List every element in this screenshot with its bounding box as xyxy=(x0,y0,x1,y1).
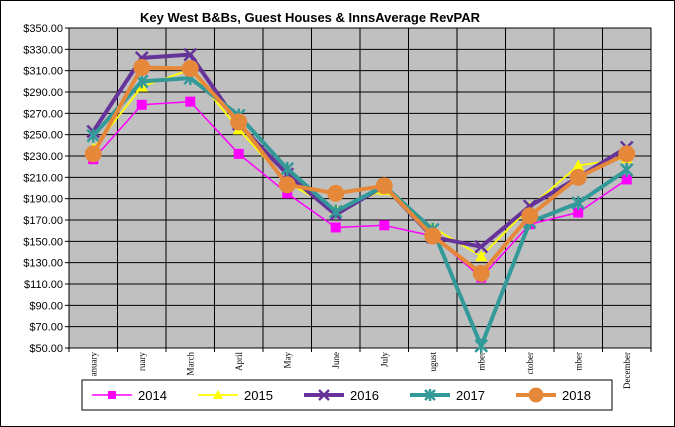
series-2017 xyxy=(86,71,634,353)
y-tick-label: $350.00 xyxy=(23,23,63,35)
y-tick-label: $70.00 xyxy=(29,322,63,334)
data-point xyxy=(571,195,586,210)
data-point xyxy=(619,162,634,177)
y-tick-label: $270.00 xyxy=(23,108,63,120)
data-point xyxy=(282,188,293,199)
data-point xyxy=(621,174,632,185)
x-tick-label: mber xyxy=(573,352,583,371)
legend-label: 2016 xyxy=(350,388,379,403)
data-point xyxy=(185,96,196,107)
data-point xyxy=(136,99,147,110)
data-point xyxy=(472,264,490,282)
x-tick-label: December xyxy=(622,352,632,389)
y-tick-label: $250.00 xyxy=(23,130,63,142)
series-line-2017 xyxy=(91,76,628,348)
legend-marker xyxy=(108,391,116,399)
data-point xyxy=(379,220,390,231)
y-tick-label: $190.00 xyxy=(23,194,63,206)
legend-item-2018: 2018 xyxy=(516,387,591,403)
data-point xyxy=(84,145,102,163)
legend-label: 2014 xyxy=(138,388,167,403)
legend-marker xyxy=(528,387,544,403)
data-point xyxy=(475,250,488,262)
data-point xyxy=(280,161,295,176)
data-point xyxy=(572,159,585,171)
data-point xyxy=(330,222,341,233)
legend-label: 2018 xyxy=(562,388,591,403)
y-tick-label: $110.00 xyxy=(24,279,63,291)
data-point xyxy=(375,177,393,195)
legend-label: 2015 xyxy=(244,388,273,403)
y-tick-label: $90.00 xyxy=(29,300,63,312)
series-2018 xyxy=(84,58,636,282)
data-point xyxy=(474,239,489,254)
x-tick-label: April xyxy=(234,352,244,371)
gridlines xyxy=(68,27,652,349)
legend-item-2016: 2016 xyxy=(304,388,379,403)
data-point xyxy=(521,207,539,225)
series-line-2014 xyxy=(92,100,628,279)
data-point xyxy=(181,60,199,78)
x-tick-label: ctober xyxy=(525,352,535,375)
y-tick-label: $170.00 xyxy=(23,215,63,227)
data-point xyxy=(328,204,343,219)
data-point xyxy=(86,128,101,143)
legend-marker xyxy=(213,390,223,399)
x-tick-label: July xyxy=(379,352,389,368)
data-point xyxy=(133,58,151,76)
data-point xyxy=(424,227,442,245)
x-tick-label: anuary xyxy=(88,352,98,377)
y-tick-label: $210.00 xyxy=(23,172,63,184)
data-point xyxy=(573,207,584,218)
x-tick-label: June xyxy=(331,352,341,369)
y-tick-label: $290.00 xyxy=(23,87,63,99)
legend-item-2017: 2017 xyxy=(410,388,485,403)
data-point xyxy=(327,184,345,202)
data-point xyxy=(183,47,198,62)
data-point xyxy=(230,113,248,131)
legend-item-2014: 2014 xyxy=(92,388,167,403)
y-tick-label: $330.00 xyxy=(23,44,63,56)
x-tick-label: ruary xyxy=(137,352,147,371)
data-point xyxy=(278,176,296,194)
x-axis: anuary ruary March April May June July ugust mbe… xyxy=(68,347,652,389)
y-tick-label: $50.00 xyxy=(29,343,63,355)
series-layer xyxy=(84,47,636,353)
legend-marker xyxy=(424,389,436,401)
data-point xyxy=(618,145,636,163)
legend-item-2015: 2015 xyxy=(198,388,273,403)
data-point xyxy=(569,168,587,186)
y-tick-label: $150.00 xyxy=(23,236,63,248)
chart-title: Key West B&Bs, Guest Houses & InnsAverag… xyxy=(140,10,481,25)
data-point xyxy=(233,148,244,159)
y-tick-label: $130.00 xyxy=(23,258,63,270)
legend-marker xyxy=(318,389,330,401)
data-point xyxy=(474,338,489,353)
x-tick-label: March xyxy=(185,352,195,376)
legend: 2014 2015 2016 2017 2018 xyxy=(81,379,613,411)
x-tick-label: May xyxy=(282,352,292,369)
legend-label: 2017 xyxy=(456,388,485,403)
y-tick-label: $230.00 xyxy=(23,151,63,163)
x-tick-label: ugust xyxy=(428,352,438,372)
y-axis: $50.00 $70.00 $90.00 $110.00 $130.00 $150.00 $… xyxy=(23,23,70,355)
x-tick-label: mber xyxy=(476,352,486,371)
y-tick-label: $310.00 xyxy=(23,66,63,78)
